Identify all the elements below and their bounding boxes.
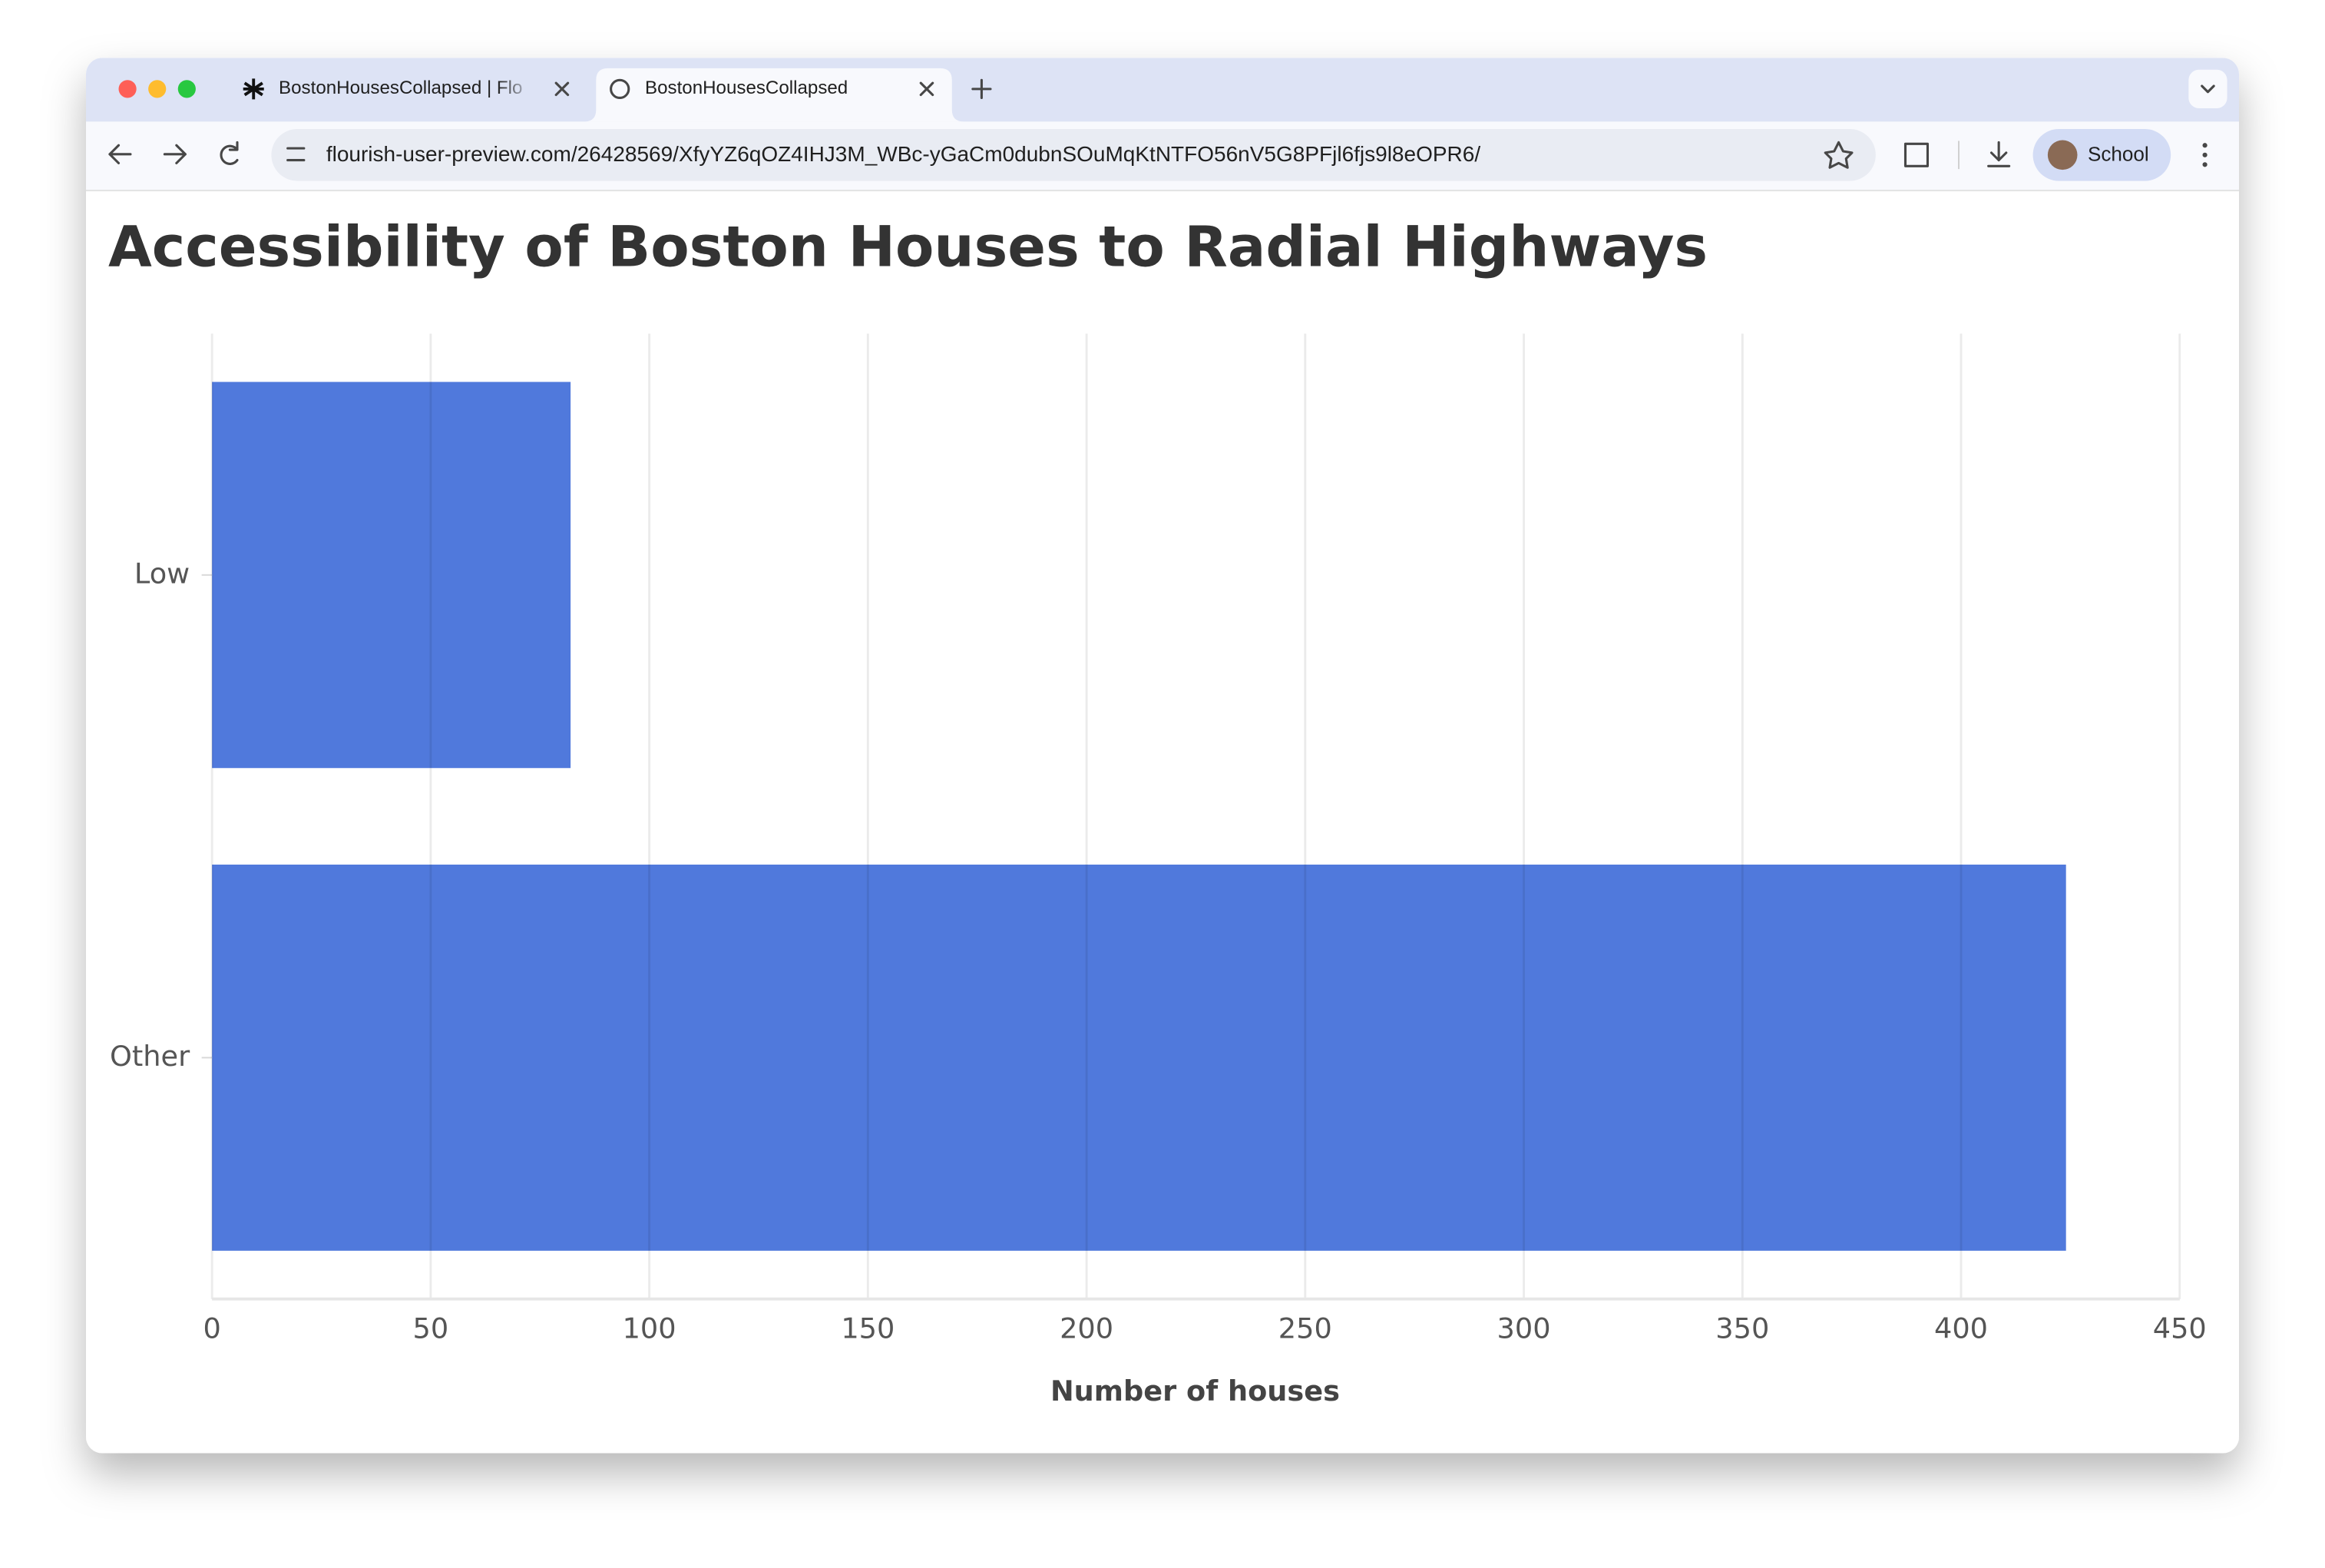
downloads[interactable] xyxy=(1987,141,2011,167)
y-tick-label: Other xyxy=(110,1040,190,1073)
tab-fade xyxy=(496,71,536,108)
tab-shape xyxy=(584,68,964,122)
x-tick-label: 450 xyxy=(2153,1312,2207,1345)
tab-title: BostonHousesCollapsed xyxy=(645,78,848,98)
x-tick-label: 400 xyxy=(1934,1312,1988,1345)
active-tab[interactable]: BostonHousesCollapsed xyxy=(584,68,964,122)
x-tick-label: 250 xyxy=(1278,1312,1332,1345)
back-button[interactable] xyxy=(108,144,132,164)
x-tick-label: 300 xyxy=(1497,1312,1551,1345)
tab[interactable]: BostonHousesCollapsed | Flo xyxy=(243,71,570,108)
tab-close[interactable] xyxy=(919,81,934,97)
reload-button[interactable] xyxy=(220,141,239,165)
tab-favicon xyxy=(243,78,264,100)
site-info[interactable] xyxy=(286,147,306,162)
tab-search-icon xyxy=(2201,84,2215,94)
bookmark[interactable] xyxy=(1824,141,1854,169)
extensions[interactable] xyxy=(1903,142,1930,167)
menu[interactable] xyxy=(2202,143,2208,167)
y-tick-label: Low xyxy=(134,557,190,590)
tab-search[interactable] xyxy=(2188,69,2227,108)
chart: Accessibility of Boston Houses to Radial… xyxy=(108,214,2207,1407)
x-tick-label: 200 xyxy=(1060,1312,1113,1345)
x-tick-label: 50 xyxy=(413,1312,449,1345)
x-tick-label: 100 xyxy=(623,1312,676,1345)
chart-title: Accessibility of Boston Houses to Radial… xyxy=(108,214,1708,280)
profile-name: School xyxy=(2088,143,2149,166)
browser-chrome: BostonHousesCollapsed | Flo BostonHouses… xyxy=(86,58,2239,192)
maximize-button[interactable] xyxy=(177,80,196,98)
tab-strip xyxy=(86,58,2239,124)
close-button[interactable] xyxy=(118,80,137,98)
minimize-button[interactable] xyxy=(148,80,167,98)
x-tick-label: 350 xyxy=(1715,1312,1769,1345)
address-bar[interactable] xyxy=(271,129,1876,181)
bar xyxy=(212,382,571,769)
avatar xyxy=(2047,140,2078,170)
url: flourish-user-preview.com/26428569/XfyYZ… xyxy=(326,142,1480,166)
x-tick-label: 0 xyxy=(203,1312,220,1345)
x-axis-title: Number of houses xyxy=(1050,1374,1340,1408)
forward-button[interactable] xyxy=(163,144,187,164)
tab-title: BostonHousesCollapsed | Flo xyxy=(279,78,522,98)
tab-close[interactable] xyxy=(554,81,570,97)
tab-favicon xyxy=(610,78,630,100)
x-tick-label: 150 xyxy=(841,1312,895,1345)
new-tab[interactable] xyxy=(971,78,992,100)
bar xyxy=(212,864,2066,1251)
